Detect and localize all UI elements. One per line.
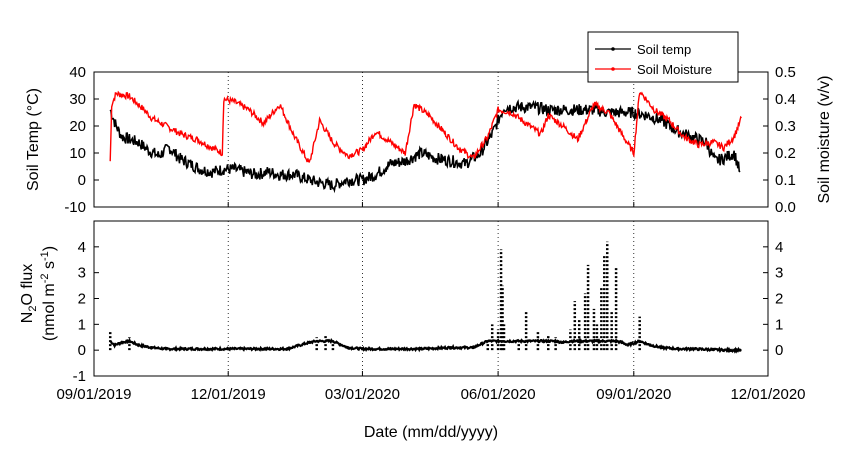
- n2o-flux-point: [346, 345, 350, 350]
- n2o-flux-point: [285, 347, 289, 351]
- n2o-flux-point: [449, 345, 453, 350]
- y2-tick-label: 0.4: [775, 91, 796, 108]
- legend-temp-label: Soil temp: [637, 42, 691, 57]
- y-tick-label: -10: [64, 199, 86, 216]
- n2o-flux-point: [626, 343, 630, 347]
- soil-temp-line: [109, 98, 741, 194]
- bottom-panel: -1 0 0 1 1 2 2 3 3 4 4 09/01/2019 12/01/2019 03/01/20…: [19, 220, 806, 441]
- x-tick-label: 12/01/2020: [730, 386, 805, 403]
- n2o-flux-point: [360, 347, 365, 351]
- x-tick-label: 09/01/2019: [56, 386, 131, 403]
- legend-temp-marker: [611, 47, 615, 51]
- y-tick-label: 2: [78, 291, 86, 308]
- y2-tick-label: 0.0: [775, 199, 796, 216]
- n2o-flux-point: [136, 343, 140, 347]
- y-tick-label: 3: [78, 265, 86, 282]
- n2o-flux-point: [561, 340, 565, 345]
- y-tick-label-right: 3: [775, 265, 783, 282]
- n2o-flux-point: [113, 343, 117, 347]
- n2o-flux-point: [620, 340, 624, 345]
- n2o-flux-series: [108, 241, 742, 354]
- n2o-flux-point: [419, 347, 424, 351]
- n2o-flux-point: [149, 345, 154, 350]
- y-tick-label: 30: [69, 91, 86, 108]
- y-tick-label: -1: [73, 368, 86, 385]
- n2o-flux-axis-title: N2O flux (nmol m-2 s-1): [19, 246, 58, 341]
- n2o-flux-point: [648, 343, 652, 347]
- date-axis-title: Date (mm/dd/yyyy): [364, 424, 498, 441]
- x-tick-label: 03/01/2020: [325, 386, 400, 403]
- n2o-flux-point: [182, 347, 186, 351]
- top-panel-frame: [93, 71, 769, 208]
- n2o-flux-point: [689, 347, 693, 351]
- n2o-flux-point: [164, 347, 168, 351]
- n2o-flux-point: [676, 347, 680, 351]
- soil-moisture-line: [109, 90, 742, 163]
- bottom-panel-ticks: -1 0 0 1 1 2 2 3 3 4 4 09/01/2019 12/01/2019 03/01/20…: [56, 239, 805, 403]
- n2o-flux-point: [307, 340, 311, 345]
- y-tick-label-right: 4: [775, 239, 783, 256]
- y2-tick-label: 0.1: [775, 172, 796, 189]
- soil-moisture-axis-title: Soil moisture (v/v): [816, 75, 833, 203]
- y-tick-label: 20: [69, 118, 86, 135]
- n2o-flux-point: [728, 348, 732, 352]
- n2o-flux-point: [226, 347, 230, 351]
- x-tick-label: 12/01/2019: [191, 386, 266, 403]
- top-panel-ticks: -10 0 10 20 30 40 0.0 0.1 0.2 0.3 0.4 0.5: [64, 64, 796, 216]
- y-tick-label: 0: [78, 342, 86, 359]
- n2o-flux-point: [120, 340, 124, 345]
- soil-temp-series: [109, 98, 741, 194]
- x-tick-label: 06/01/2020: [461, 386, 536, 403]
- x-tick-label: 09/01/2020: [596, 386, 671, 403]
- bottom-panel-frame: [93, 220, 769, 377]
- legend: Soil temp Soil Moisture: [587, 31, 739, 83]
- soil-moisture-series: [109, 90, 742, 163]
- y-tick-label: 10: [69, 145, 86, 162]
- bottom-panel-grid: [93, 221, 769, 376]
- legend-moisture-marker: [611, 67, 615, 71]
- y-tick-label-right: 2: [775, 291, 783, 308]
- n2o-flux-point: [254, 347, 258, 351]
- n2o-flux-point: [738, 348, 742, 352]
- legend-box: [587, 31, 739, 83]
- y2-tick-label: 0.5: [775, 64, 796, 81]
- n2o-flux-point: [203, 347, 207, 351]
- y2-tick-label: 0.2: [775, 145, 796, 162]
- y-tick-label: 1: [78, 316, 86, 333]
- n2o-flux-point: [388, 347, 393, 351]
- n2o-flux-point: [711, 348, 716, 352]
- y-tick-label-right: 1: [775, 316, 783, 333]
- y-tick-label-right: 0: [775, 342, 783, 359]
- n2o-flux-baseline: [109, 337, 741, 354]
- y-tick-label: 0: [78, 172, 86, 189]
- soil-temp-axis-title: Soil Temp (°C): [25, 88, 42, 191]
- y-tick-label: 4: [78, 239, 86, 256]
- top-panel: -10 0 10 20 30 40 0.0 0.1 0.2 0.3 0.4 0.5 Soil Temp…: [25, 64, 833, 216]
- n2o-flux-point: [660, 345, 664, 350]
- legend-moisture-label: Soil Moisture: [637, 62, 712, 77]
- y-tick-label: 40: [69, 64, 86, 81]
- y2-tick-label: 0.3: [775, 118, 796, 135]
- n2o-flux-point: [471, 345, 475, 350]
